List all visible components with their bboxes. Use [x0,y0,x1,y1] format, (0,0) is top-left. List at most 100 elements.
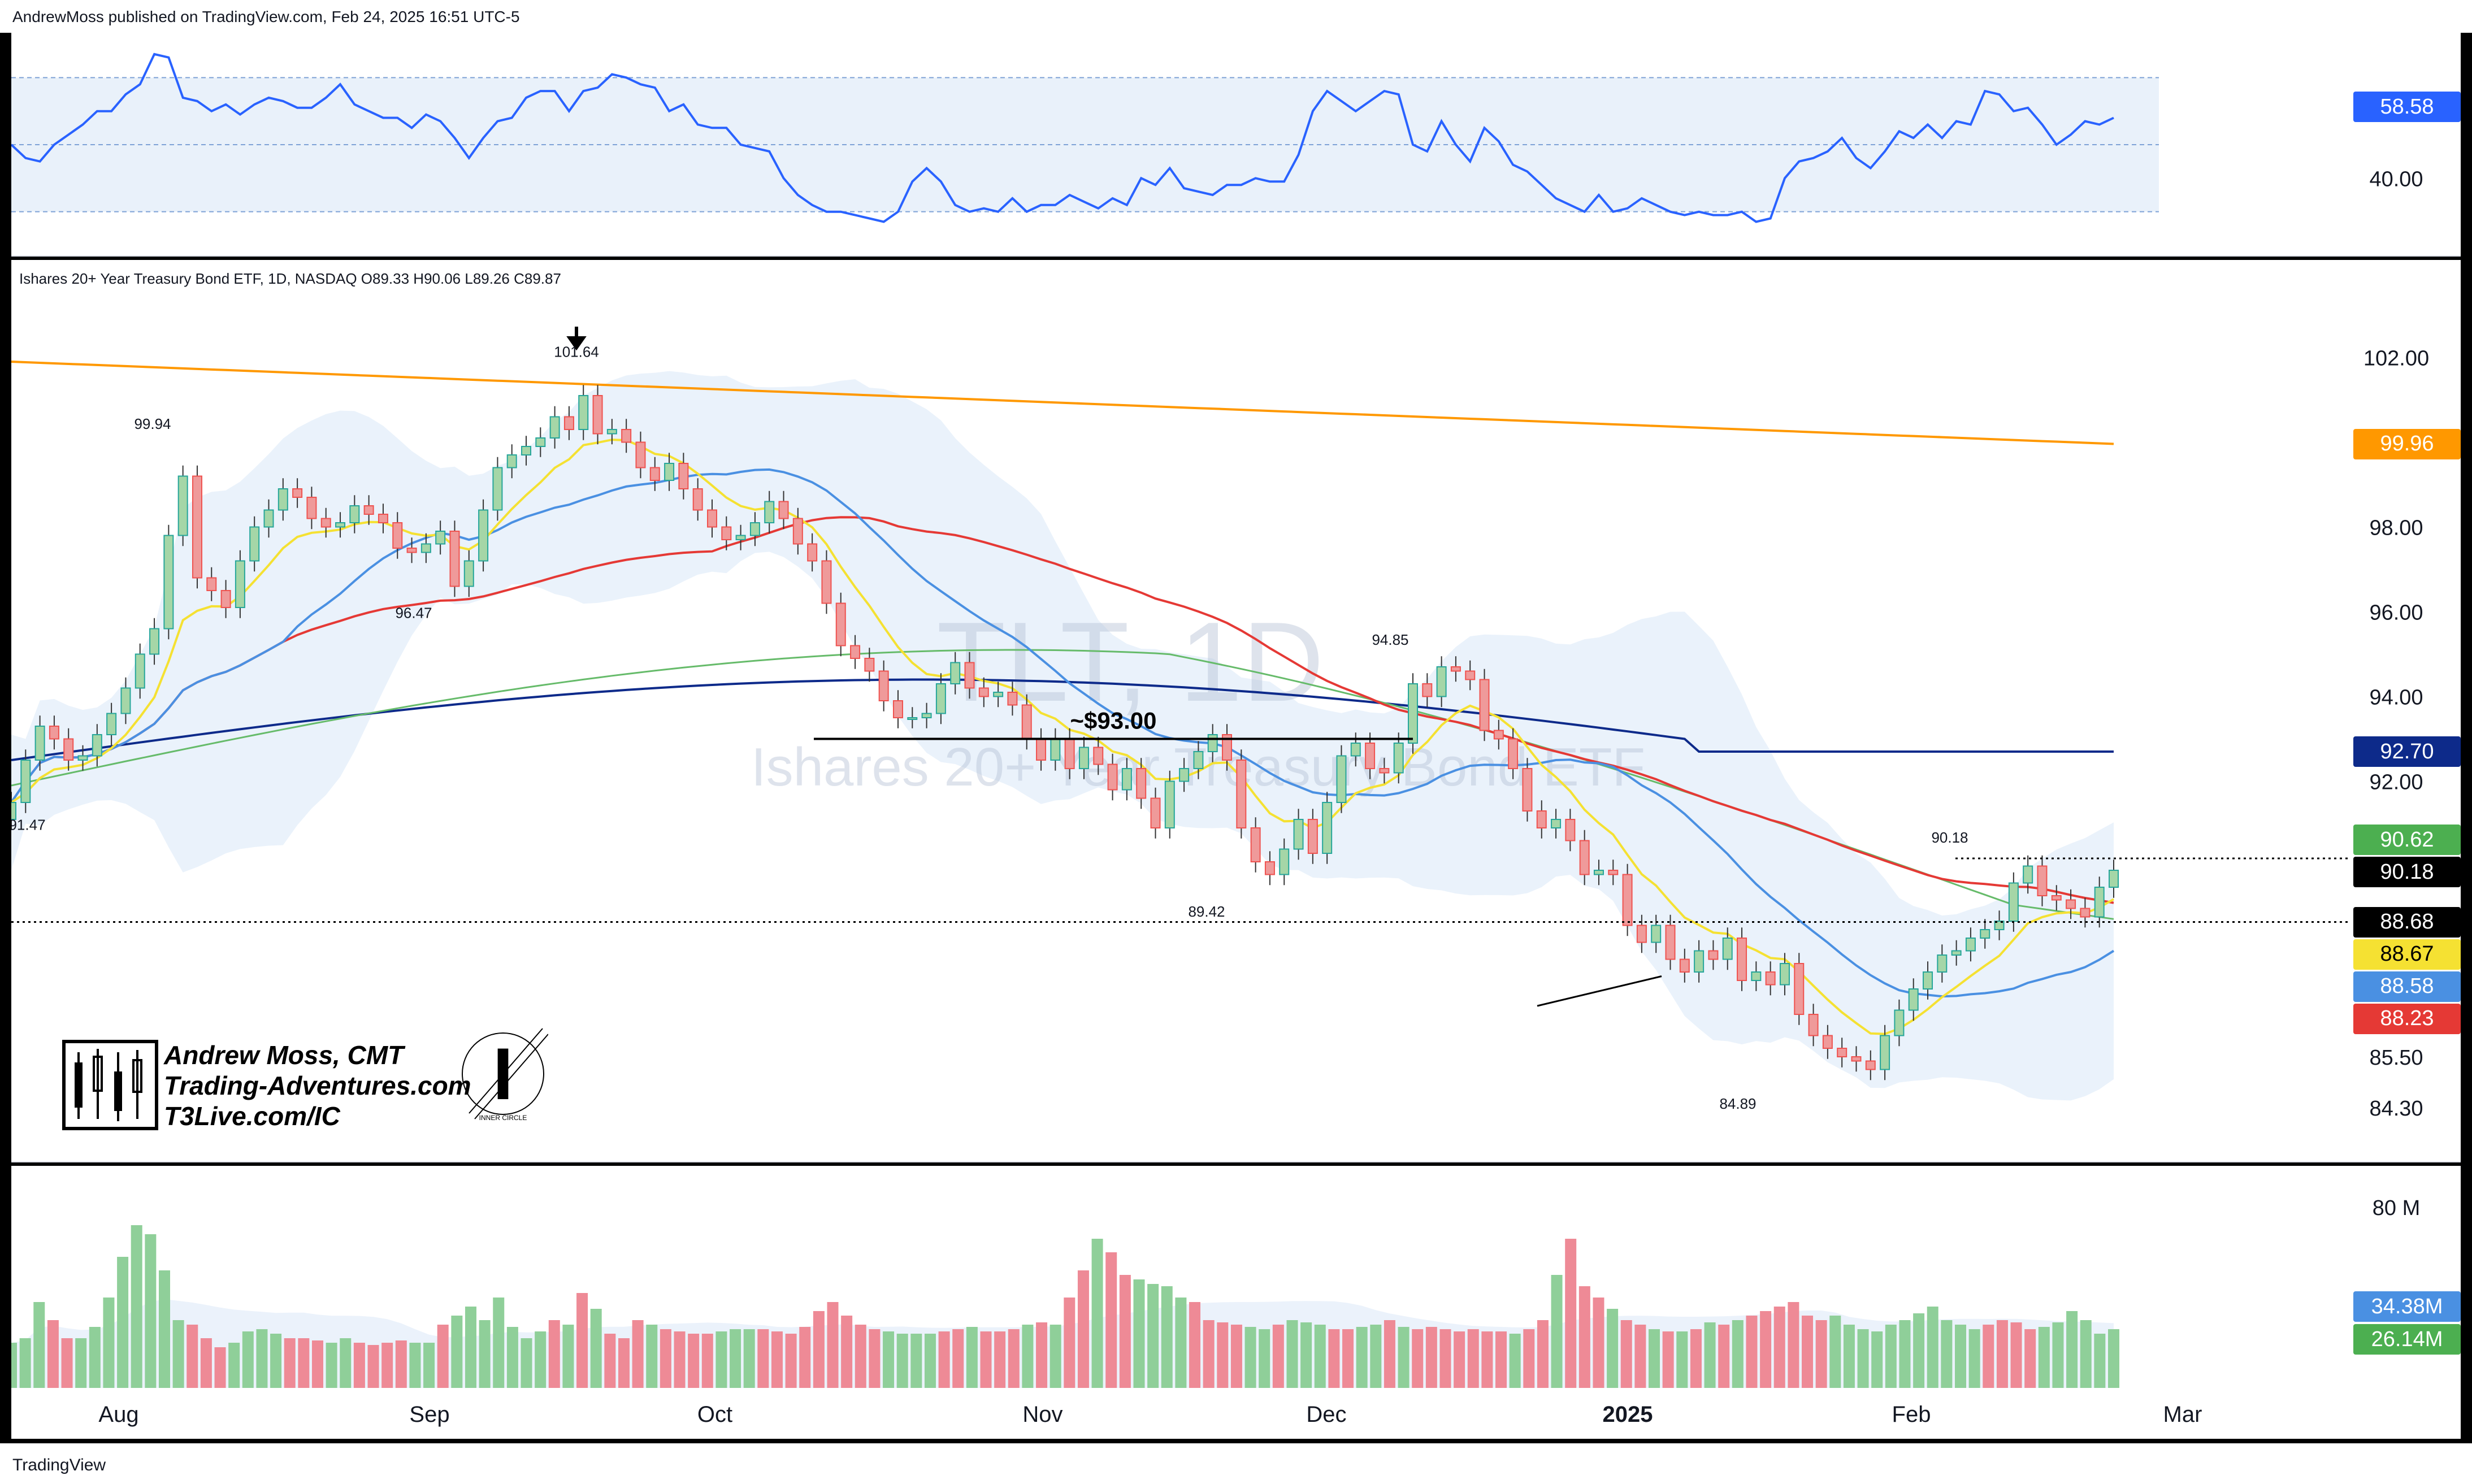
volume-bar [1690,1329,1702,1388]
rsi-line [11,53,2114,223]
candle-up [11,802,16,820]
volume-panel[interactable]: 80 M 34.38M 26.14M [11,1166,2461,1388]
candle-up [135,653,145,689]
candle-up [1980,929,1990,939]
volume-bar [1941,1320,1953,1388]
volume-ma-tag: 34.38M [2353,1291,2461,1322]
volume-bar [1189,1302,1201,1388]
candle-down [1808,1014,1819,1036]
volume-bar [1259,1329,1270,1388]
volume-bar [618,1338,630,1388]
candle-down [1236,760,1247,828]
candle-up [935,683,946,714]
volume-bar [521,1338,532,1388]
volume-bar [1272,1325,1284,1388]
candle-down [2080,908,2091,918]
volume-bar [2066,1311,2078,1388]
candle-up [1923,971,1933,990]
candle-up [277,488,288,511]
price-tag: 90.62 [2353,825,2461,855]
candle-down [449,531,460,587]
time-tick-label: Mar [2163,1402,2202,1427]
volume-bar [1634,1325,1646,1388]
time-tick-label: Aug [98,1402,138,1427]
candle-up [1393,743,1404,774]
candle-up [149,628,160,655]
candle-up [106,713,117,735]
volume-bar [1899,1320,1911,1388]
candle-up [1751,971,1762,981]
volume-bar [89,1327,101,1388]
volume-bar [1398,1327,1410,1388]
candle-down [1522,768,1533,812]
volume-bar [1676,1331,1688,1388]
volume-bar [674,1331,686,1388]
volume-bar [1983,1325,1994,1388]
volume-bar [423,1343,435,1388]
price-tick-label: 102.00 [2363,347,2429,371]
rsi-panel[interactable]: 40.00 58.58 [11,33,2461,257]
candle-up [92,734,102,757]
candle-up [349,505,360,523]
symbol-legend[interactable]: Ishares 20+ Year Treasury Bond ETF, 1D, … [19,270,561,287]
volume-bar [855,1325,866,1388]
volume-bar [883,1331,895,1388]
volume-bar [75,1338,87,1388]
volume-bar [381,1343,393,1388]
candle-up [2109,870,2119,888]
candle-up [764,501,775,523]
watermark-ticker: TLT, 1D [936,599,1324,725]
candle-up [1193,751,1204,769]
price-tick-label: 84.30 [2369,1097,2423,1121]
candle-down [1422,683,1433,697]
candle-down [320,518,331,528]
volume-bar [1662,1331,1674,1388]
price-tick-label: 85.50 [2369,1046,2423,1070]
volume-bar [1008,1329,1020,1388]
price-tick-label: 96.00 [2369,601,2423,625]
volume-bar [367,1345,379,1388]
volume-bar [910,1334,922,1388]
candle-down [1822,1035,1833,1049]
price-tag: 88.23 [2353,1003,2461,1034]
tradingview-logo[interactable]: TradingView [12,1456,106,1474]
price-panel[interactable]: TLT, 1D Ishares 20+ Year Treasury Bond ET… [11,260,2461,1162]
candle-down [63,738,74,761]
author-link[interactable]: T3Live.com/IC [164,1101,340,1131]
volume-bar [1843,1325,1855,1388]
candle-down [1622,874,1633,926]
volume-bar [938,1331,950,1388]
candle-down [1479,679,1490,731]
volume-bar [1955,1325,1967,1388]
time-tick-label: Dec [1306,1402,1346,1427]
volume-bar [284,1338,296,1388]
volume-bar [743,1329,755,1388]
candle-down [1450,666,1461,672]
candle-down [363,505,374,515]
rsi-chart: 40.00 [11,53,2461,257]
candle-down [850,645,861,659]
candle-up [1050,738,1061,761]
volume-bar [1022,1325,1034,1388]
volume-bar [1718,1325,1730,1388]
candle-down [1765,971,1776,986]
candle-up [535,437,546,447]
price-point-label: 99.94 [134,415,171,432]
candle-up [249,526,260,562]
author-site[interactable]: Trading-Adventures.com [164,1071,471,1100]
support-label: ~$93.00 [1070,708,1157,734]
volume-bar [1147,1284,1159,1388]
volume-bar [479,1320,491,1388]
volume-bar [47,1320,59,1388]
time-axis[interactable]: Aug Sep Oct Nov Dec 2025 Feb Mar [11,1388,2461,1439]
ema-line [11,439,2114,1035]
candle-down [707,509,717,528]
candle-down [292,488,303,498]
volume-bar [1328,1329,1340,1388]
candle-down [1565,819,1576,841]
candle-up [1880,1035,1890,1070]
volume-bar [1425,1327,1437,1388]
volume-bar [1885,1325,1897,1388]
candle-down [878,670,889,701]
volume-bar [980,1331,992,1388]
